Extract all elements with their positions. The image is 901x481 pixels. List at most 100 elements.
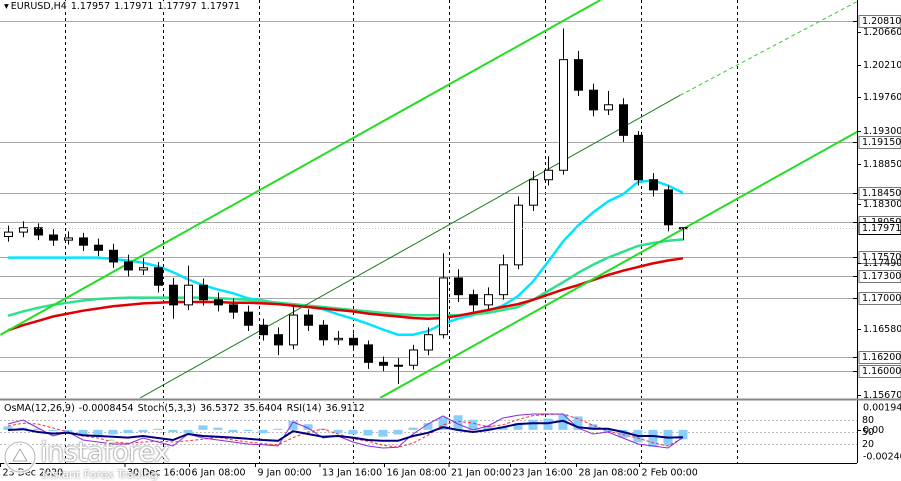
- level-label: 1.17570: [862, 252, 901, 263]
- candle-body: [274, 334, 283, 346]
- symbol-icon: ▾: [4, 1, 9, 12]
- candle-body: [469, 294, 478, 306]
- y-tick-label: 1.16580: [863, 324, 901, 335]
- candle-body: [664, 189, 673, 226]
- osma-bar: [273, 428, 283, 430]
- oscillator-line: [7, 419, 684, 442]
- axes: 1.208101.191501.184501.180501.175701.173…: [0, 15, 901, 479]
- level-label-box: [858, 136, 901, 149]
- level-label: 1.18450: [862, 188, 901, 199]
- stoch-signal-value: 35.6404: [243, 403, 283, 414]
- candle-body: [289, 314, 298, 346]
- osma-bar: [183, 429, 193, 434]
- osma-bar: [3, 426, 13, 430]
- current-price-box: [858, 222, 901, 235]
- osma-bar: [213, 427, 223, 430]
- candle-body: [409, 349, 418, 366]
- level-label: 1.16000: [862, 366, 901, 377]
- brand: instaforex: [40, 437, 170, 468]
- stoch-value: 36.5372: [200, 403, 240, 414]
- osma-bar: [138, 429, 148, 433]
- candle-body: [184, 284, 193, 306]
- candle-body: [424, 334, 433, 351]
- x-tick-label: 23 Jan 16:00: [513, 468, 573, 479]
- trend-line: [379, 130, 857, 398]
- y-tick-label: 1.20660: [863, 27, 901, 38]
- candle-body: [484, 294, 493, 306]
- candle-body: [529, 179, 538, 206]
- level-label-box: [858, 351, 901, 364]
- candle-body: [19, 227, 28, 233]
- candle-body: [589, 89, 598, 111]
- osma-bar: [123, 429, 133, 434]
- osma-bar: [558, 414, 568, 430]
- osma-bar: [648, 429, 658, 447]
- candle-body: [109, 249, 118, 263]
- osma-bar: [153, 428, 163, 430]
- y-tick-label: 1.20210: [863, 60, 901, 71]
- stoch-level-label: 20: [862, 439, 874, 450]
- moving-average: [7, 257, 684, 332]
- candle-body: [4, 231, 13, 237]
- x-tick-label: 9 Jan 00:00: [258, 468, 312, 479]
- x-tick-label: 6 Jan 08:00: [192, 468, 246, 479]
- candle-body: [364, 344, 373, 363]
- osma-bar: [468, 419, 478, 430]
- osma-value: -0.0008454: [78, 403, 134, 414]
- osma-tick-label: 0.00: [863, 425, 884, 436]
- x-tick-label: 23 Dec 2020: [3, 468, 64, 479]
- candle-body: [199, 284, 208, 301]
- last-open: 1.17957: [70, 1, 111, 12]
- osma-bar: [93, 429, 103, 436]
- watermark: instaforex Instant Forex Trading: [2, 437, 202, 481]
- candle-body: [34, 227, 43, 236]
- level-label-box: [858, 270, 901, 283]
- x-tick-label: 2 Feb 00:00: [642, 468, 698, 479]
- level-label: 1.17300: [862, 271, 901, 282]
- trend-line: [0, 0, 601, 336]
- candle-body: [154, 267, 163, 286]
- rsi-value: 36.9112: [325, 403, 365, 414]
- osma-bar: [423, 423, 433, 430]
- candle-body: [169, 284, 178, 306]
- tagline: Instant Forex Trading: [42, 468, 158, 481]
- candle-body: [649, 179, 658, 191]
- symbol: EURUSD,H4: [10, 1, 67, 12]
- osma-bar: [348, 429, 358, 435]
- candle-body: [574, 59, 583, 91]
- candle-body: [394, 364, 403, 367]
- current-price-label: 1.17971: [862, 223, 901, 234]
- x-tick-label: 13 Jan 16:00: [322, 468, 382, 479]
- last-low: 1.17797: [157, 1, 197, 12]
- osma-bar: [438, 417, 448, 430]
- osma-bar: [228, 429, 238, 433]
- x-tick-label: 28 Jan 08:00: [579, 468, 639, 479]
- rsi-label: RSI(14): [286, 403, 322, 414]
- y-tick-label: 1.19760: [863, 92, 901, 103]
- osma-bar: [288, 420, 298, 430]
- candle-body: [379, 361, 388, 366]
- osma-bar: [243, 429, 253, 432]
- osma-bar: [48, 429, 58, 432]
- osma-bar: [573, 416, 583, 430]
- osma-bar: [588, 424, 598, 430]
- osma-bar: [678, 429, 688, 440]
- last-close: 1.17971: [200, 1, 241, 12]
- level-label: 1.19150: [862, 137, 901, 148]
- oscillator-line: [7, 413, 684, 449]
- osma-bar: [258, 429, 268, 434]
- candle-body: [634, 134, 643, 181]
- osma-bar: [33, 428, 43, 430]
- level-label-box: [858, 365, 901, 378]
- candle-body: [124, 261, 133, 271]
- moving-average: [8, 179, 684, 336]
- osma-bar: [168, 429, 178, 433]
- osma-bar: [393, 429, 403, 435]
- candle-body: [94, 244, 103, 251]
- candle-body: [619, 104, 628, 136]
- last-high: 1.17971: [114, 1, 154, 12]
- osma-bar: [453, 415, 463, 430]
- level-label: 1.20810: [862, 16, 901, 27]
